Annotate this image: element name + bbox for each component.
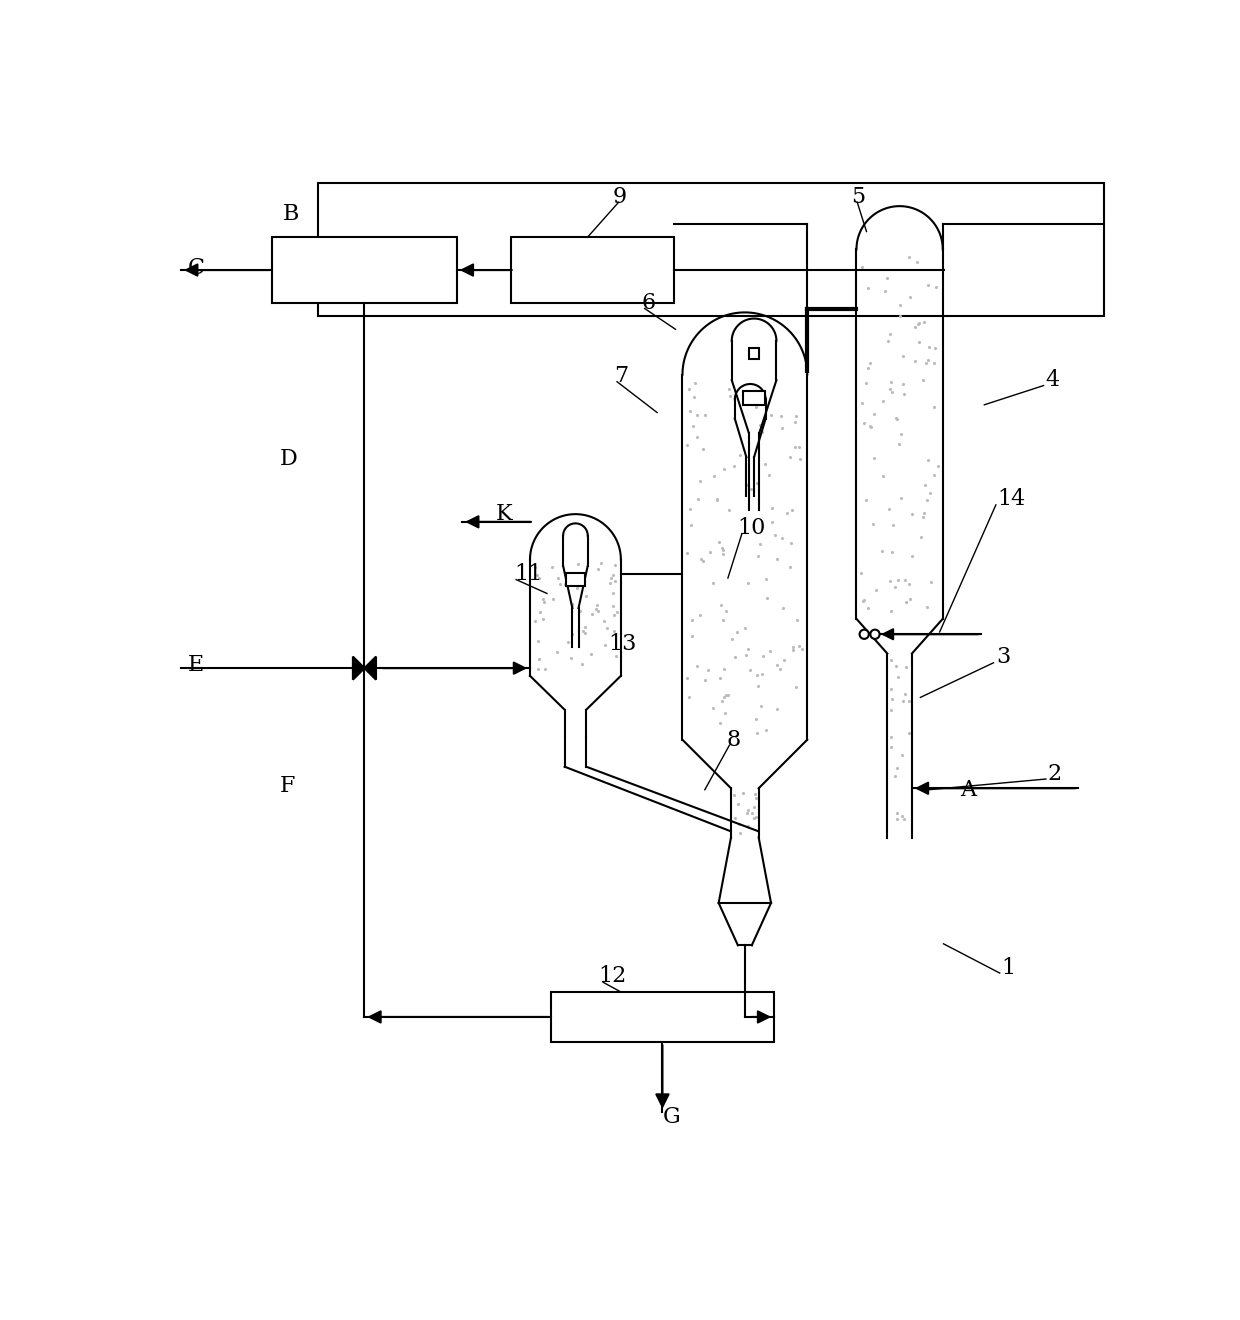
Text: 13: 13 [609,632,637,655]
Bar [567,573,585,586]
Bar [749,348,759,359]
Text: 11: 11 [513,564,542,585]
Bar [272,238,456,304]
Bar [511,238,675,304]
Bar [551,991,774,1043]
Text: 9: 9 [613,186,626,209]
Text: 4: 4 [1045,370,1059,391]
Circle shape [870,630,879,639]
Circle shape [859,630,869,639]
Text: A: A [961,779,976,801]
Text: K: K [495,503,512,525]
Text: 5: 5 [851,186,866,209]
Bar [743,391,765,405]
Polygon shape [365,656,376,680]
Text: 12: 12 [599,965,626,987]
Bar [319,183,1104,317]
Polygon shape [353,656,365,680]
Text: 14: 14 [997,488,1025,510]
Text: D: D [280,447,298,470]
Text: E: E [187,655,203,676]
Text: 8: 8 [727,729,740,751]
Text: C: C [187,256,205,279]
Text: 6: 6 [641,292,656,314]
Text: 10: 10 [737,517,765,539]
Text: F: F [280,775,295,797]
Text: B: B [283,203,299,224]
Text: 7: 7 [614,364,629,387]
Text: 1: 1 [1001,957,1016,979]
Text: 2: 2 [1048,763,1061,785]
Text: G: G [662,1106,681,1129]
Text: 3: 3 [996,647,1011,668]
